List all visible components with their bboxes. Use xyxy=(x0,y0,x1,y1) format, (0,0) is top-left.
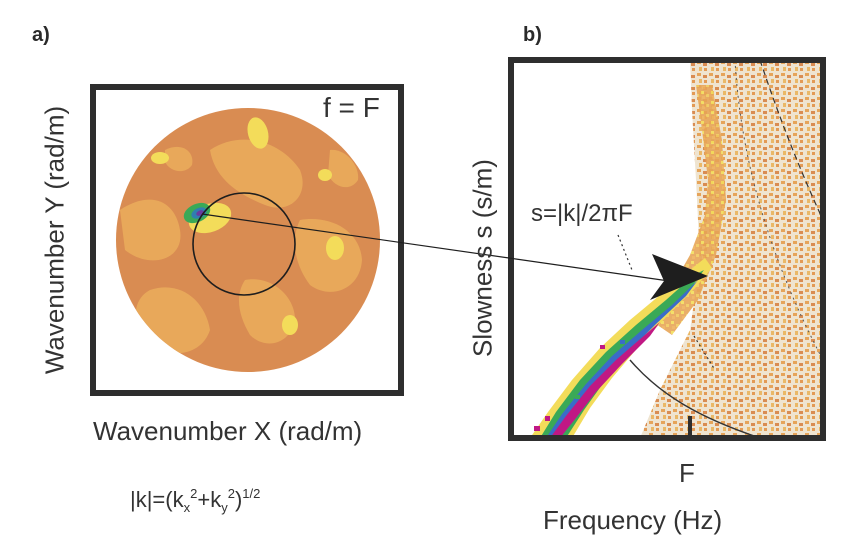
panel-b-label: b) xyxy=(523,24,542,46)
panel-a-condition: f = F xyxy=(323,92,380,123)
panel-b-x-axis-label: Frequency (Hz) xyxy=(543,505,723,535)
mapping-arrow-line xyxy=(201,213,684,284)
k-magnitude-circle xyxy=(192,192,296,296)
formula-lhs: |k|=(k xyxy=(130,487,184,512)
panel-b-y-axis-label: Slowness s (s/m) xyxy=(467,159,498,357)
wavenumber-spectrum-disc xyxy=(116,108,380,372)
formula-plus: +k xyxy=(197,487,222,512)
k-magnitude-formula: |k|=(kx2+ky2)1/2 xyxy=(130,486,260,515)
panel-a-y-axis-label: Wavenumber Y (rad/m) xyxy=(39,105,70,375)
panel-b-f-tick-label: F xyxy=(679,458,695,488)
panel-a-frame xyxy=(90,84,404,396)
formula-sub-y: y xyxy=(221,500,228,515)
formula-sup-half: 1/2 xyxy=(242,486,261,501)
formula-sup-2b: 2 xyxy=(227,486,235,501)
mapping-arrow-head xyxy=(650,254,708,300)
panel-b-frame xyxy=(508,57,826,441)
slowness-formula: s=|k|/2πF xyxy=(531,200,633,227)
panel-a xyxy=(90,84,404,396)
formula-sub-x: x xyxy=(183,500,191,515)
panel-b xyxy=(508,57,826,441)
panel-a-label: a) xyxy=(32,24,50,46)
slowness-frequency-plot xyxy=(511,60,823,438)
formula-sup-2a: 2 xyxy=(190,486,198,501)
formula-close: ) xyxy=(234,487,243,512)
panel-a-x-axis-label: Wavenumber X (rad/m) xyxy=(93,416,363,446)
